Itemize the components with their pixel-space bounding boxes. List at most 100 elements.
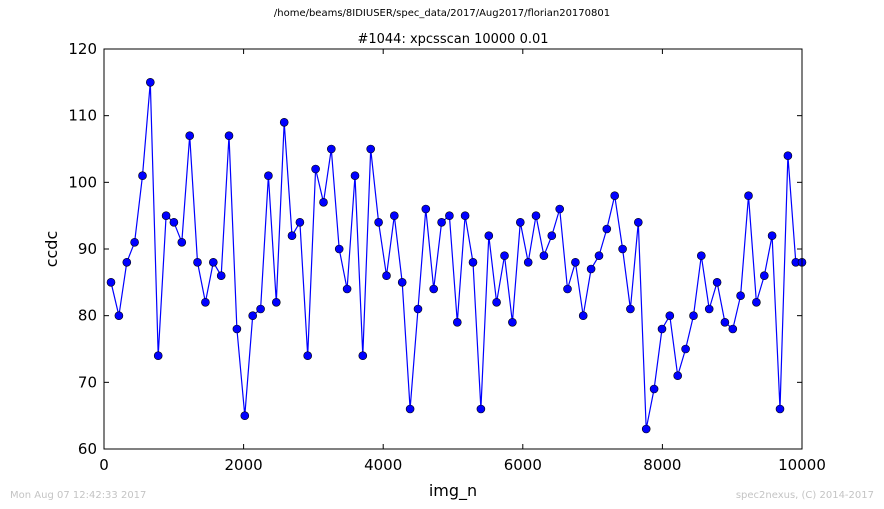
data-point xyxy=(326,144,336,154)
data-point xyxy=(594,251,604,260)
x-tick-label: 10000 xyxy=(778,456,826,474)
data-point xyxy=(287,231,297,240)
data-point xyxy=(728,324,738,334)
data-point xyxy=(334,244,344,254)
data-point xyxy=(319,198,328,207)
y-tick-label: 100 xyxy=(68,173,97,191)
data-point xyxy=(366,144,376,154)
data-point xyxy=(358,351,368,361)
data-point xyxy=(610,191,620,200)
data-point xyxy=(445,211,454,220)
data-point xyxy=(759,271,769,281)
data-point xyxy=(114,311,124,321)
data-point xyxy=(138,171,147,180)
data-point xyxy=(618,244,627,254)
data-point xyxy=(382,271,391,281)
data-point xyxy=(571,257,580,267)
data-point xyxy=(681,344,690,354)
chart-title: #1044: xpcsscan 10000 0.01 xyxy=(357,32,548,47)
data-point xyxy=(508,317,517,327)
data-point xyxy=(539,251,549,260)
data-point xyxy=(153,351,163,361)
data-point xyxy=(775,404,785,414)
data-point xyxy=(673,371,683,381)
data-point xyxy=(437,218,446,227)
data-point xyxy=(177,238,187,247)
data-point xyxy=(342,284,352,294)
data-point xyxy=(752,297,761,307)
data-point xyxy=(484,231,494,240)
data-point xyxy=(429,284,439,294)
data-point xyxy=(633,218,643,227)
data-point xyxy=(476,404,486,414)
data-point xyxy=(452,317,462,327)
data-point xyxy=(295,218,305,227)
data-point xyxy=(500,251,509,260)
data-point xyxy=(578,311,588,321)
data-point xyxy=(736,291,745,301)
data-point xyxy=(744,191,753,200)
data-point xyxy=(696,251,706,260)
data-point xyxy=(311,164,320,174)
data-point xyxy=(641,424,651,434)
data-point xyxy=(350,171,360,180)
x-tick-label: 8000 xyxy=(643,456,681,474)
data-point xyxy=(492,297,501,307)
y-tick-label: 120 xyxy=(68,40,97,58)
data-point xyxy=(531,211,541,220)
data-point xyxy=(460,211,470,220)
data-point xyxy=(130,238,139,247)
data-point xyxy=(657,324,667,334)
y-tick-label: 70 xyxy=(78,373,97,391)
data-point xyxy=(704,304,714,314)
data-point xyxy=(106,277,116,287)
data-point xyxy=(161,211,171,220)
y-axis-label: ccdc xyxy=(42,231,61,268)
file-path-title: /home/beams/8IDIUSER/spec_data/2017/Aug2… xyxy=(273,8,611,19)
data-point xyxy=(626,304,635,314)
x-axis-label: img_n xyxy=(429,481,477,501)
data-point xyxy=(767,231,777,240)
data-point xyxy=(783,151,793,160)
data-point xyxy=(413,304,423,314)
data-point xyxy=(586,264,596,274)
timestamp-footer: Mon Aug 07 12:42:33 2017 xyxy=(10,490,147,501)
y-tick-label: 110 xyxy=(68,107,97,125)
data-point xyxy=(555,204,565,214)
y-tick-label: 80 xyxy=(78,307,97,325)
data-point xyxy=(665,311,675,321)
axes-frame xyxy=(103,48,803,450)
x-tick-label: 4000 xyxy=(364,456,402,474)
data-point xyxy=(563,284,572,294)
data-point xyxy=(209,257,218,267)
data-point xyxy=(689,311,698,321)
data-point xyxy=(547,231,557,240)
data-point xyxy=(468,257,478,267)
data-point xyxy=(389,211,399,220)
data-point xyxy=(248,311,257,321)
tick-layer: 0 2000 4000 6000 8000 10000 60 70 80 90 100 110 120 xyxy=(68,40,826,474)
data-point xyxy=(405,404,415,414)
data-point xyxy=(515,218,525,227)
data-point xyxy=(201,297,210,307)
data-point xyxy=(122,257,132,267)
data-layer xyxy=(106,78,807,434)
x-tick-label: 0 xyxy=(99,456,109,474)
data-point xyxy=(232,324,242,334)
data-point xyxy=(720,317,730,327)
data-point xyxy=(523,257,533,267)
data-point xyxy=(185,131,194,140)
data-point xyxy=(271,297,281,307)
data-point xyxy=(397,277,407,287)
data-point xyxy=(256,304,265,314)
data-point xyxy=(224,131,234,140)
x-tick-label: 6000 xyxy=(504,456,542,474)
data-point xyxy=(169,218,179,227)
y-tick-label: 60 xyxy=(78,440,97,458)
data-point xyxy=(146,78,155,87)
data-point xyxy=(216,271,226,281)
data-point xyxy=(421,204,431,214)
data-point xyxy=(193,257,202,267)
data-point xyxy=(649,384,659,394)
data-point xyxy=(279,118,289,127)
